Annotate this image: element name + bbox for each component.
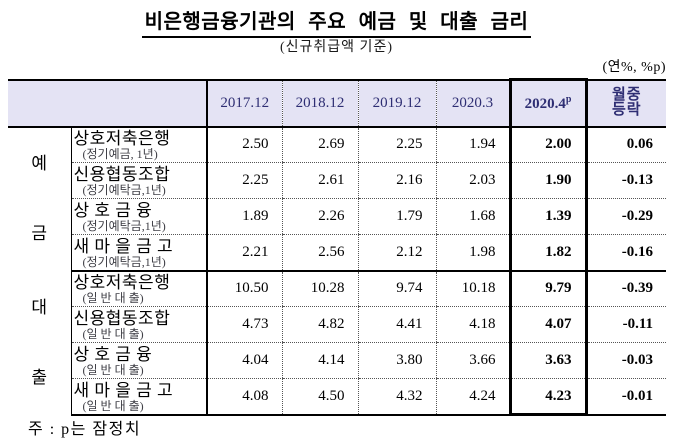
column-header-2017-12: 2017.12 — [206, 78, 282, 128]
column-header-2020-3: 2020.3 — [435, 78, 510, 128]
value-cell: 2.61 — [281, 162, 358, 199]
value-cell: 4.24 — [435, 378, 510, 416]
value-cell-current: 4.23 — [508, 378, 588, 416]
value-cell: 4.41 — [357, 306, 436, 343]
institution-product: (일 반 대 출) — [82, 363, 144, 377]
footnote: 주 : p는 잠정치 — [28, 421, 142, 438]
page-subtitle: (신규취급액 기준) — [280, 40, 393, 55]
value-cell-current: 9.79 — [508, 270, 588, 307]
institution-product: (정기예금, 1년) — [82, 147, 158, 162]
institution-name: 상호저축은행 — [73, 129, 171, 149]
value-cell-change: -0.13 — [586, 162, 666, 199]
header-row: 2017.12 2018.12 2019.12 2020.3 2020.4p 월… — [8, 78, 666, 128]
institution-cell: 상 호 금 융 (정기예탁금,1년) — [71, 198, 207, 235]
value-cell-current: 1.90 — [508, 162, 588, 199]
value-cell-change: -0.11 — [586, 306, 666, 343]
value-cell: 10.28 — [281, 270, 358, 307]
value-cell: 4.18 — [435, 306, 510, 343]
institution-cell: 상 호 금 융 (일 반 대 출) — [71, 342, 207, 379]
value-cell: 1.89 — [206, 198, 282, 235]
institution-name: 새 마 을 금 고 — [73, 236, 174, 256]
column-header-monthly-change: 월중 등락 — [586, 78, 666, 128]
table-row: 상 호 금 융 (일 반 대 출) 4.04 4.14 3.80 3.66 3.… — [8, 342, 666, 379]
value-cell-current: 3.63 — [508, 342, 588, 379]
table-row: 신용협동조합 (정기예탁금,1년) 2.25 2.61 2.16 2.03 1.… — [8, 162, 666, 199]
value-cell: 4.08 — [206, 378, 282, 416]
column-header-2019-12: 2019.12 — [357, 78, 436, 128]
institution-name: 신용협동조합 — [73, 165, 171, 184]
value-cell-change: -0.01 — [586, 378, 666, 416]
value-cell: 2.56 — [281, 234, 358, 272]
value-cell: 1.98 — [435, 234, 510, 272]
value-cell: 2.69 — [281, 126, 358, 163]
institution-cell: 신용협동조합 (일 반 대 출) — [71, 306, 207, 343]
institution-product: (정기예탁금,1년) — [82, 219, 166, 233]
institution-product: (일 반 대 출) — [82, 327, 144, 341]
value-cell-change: -0.39 — [586, 270, 666, 307]
value-cell: 2.03 — [435, 162, 510, 199]
value-cell: 4.50 — [281, 378, 358, 416]
table-row: 신용협동조합 (일 반 대 출) 4.73 4.82 4.41 4.18 4.0… — [8, 306, 666, 343]
value-cell: 1.68 — [435, 198, 510, 235]
value-cell: 9.74 — [357, 270, 436, 307]
value-cell-current: 4.07 — [508, 306, 588, 343]
table-row: 대 출 상호저축은행 (일 반 대 출) 10.50 10.28 9.74 10… — [8, 270, 666, 415]
value-cell: 10.50 — [206, 270, 282, 307]
value-cell: 2.25 — [357, 126, 436, 163]
value-cell: 2.25 — [206, 162, 282, 199]
value-cell: 2.16 — [357, 162, 436, 199]
institution-name: 상호저축은행 — [73, 273, 171, 293]
institution-cell: 상호저축은행 (일 반 대 출) — [71, 270, 207, 307]
title-row: 비은행금융기관의 주요 예금 및 대출 금리 — [0, 9, 673, 38]
value-cell-change: -0.16 — [586, 234, 666, 272]
institution-cell: 신용협동조합 (정기예탁금,1년) — [71, 162, 207, 199]
institution-cell: 새 마 을 금 고 (정기예탁금,1년) — [71, 234, 207, 272]
column-header-2018-12: 2018.12 — [281, 78, 358, 128]
institution-cell: 새 마 을 금 고 (일 반 대 출) — [71, 378, 207, 416]
column-header-2020-4-preliminary: 2020.4p — [508, 78, 588, 128]
value-cell: 3.80 — [357, 342, 436, 379]
table-row: 예 금 상호저축은행 (정기예금, 1년) 2.50 2.69 2.25 1.9… — [8, 126, 666, 271]
institution-name: 신용협동조합 — [73, 309, 171, 328]
table-row: 새 마 을 금 고 (일 반 대 출) 4.08 4.50 4.32 4.24 … — [8, 378, 666, 416]
value-cell-change: -0.03 — [586, 342, 666, 379]
group-label-loan: 대 출 — [8, 270, 72, 415]
value-cell-current: 1.82 — [508, 234, 588, 272]
table-row: 새 마 을 금 고 (정기예탁금,1년) 2.21 2.56 2.12 1.98… — [8, 234, 666, 272]
unit-note: (연%, %p) — [602, 60, 666, 75]
current-period-label: 2020.4 — [524, 95, 566, 112]
value-cell: 2.12 — [357, 234, 436, 272]
institution-cell: 상호저축은행 (정기예금, 1년) — [71, 126, 207, 163]
page-title: 비은행금융기관의 주요 예금 및 대출 금리 — [141, 9, 532, 38]
institution-product: (정기예탁금,1년) — [82, 183, 166, 197]
value-cell: 4.14 — [281, 342, 358, 379]
value-cell: 2.26 — [281, 198, 358, 235]
institution-product: (일 반 대 출) — [82, 398, 144, 413]
value-cell: 1.79 — [357, 198, 436, 235]
group-label-deposit: 예 금 — [8, 126, 72, 271]
value-cell: 2.21 — [206, 234, 282, 272]
table-row: 상 호 금 융 (정기예탁금,1년) 1.89 2.26 1.79 1.68 1… — [8, 198, 666, 235]
value-cell-current: 2.00 — [508, 126, 588, 163]
value-cell-current: 1.39 — [508, 198, 588, 235]
institution-product: (일 반 대 출) — [82, 291, 144, 306]
value-cell-change: -0.29 — [586, 198, 666, 235]
value-cell-change: 0.06 — [586, 126, 666, 163]
value-cell: 2.50 — [206, 126, 282, 163]
rates-table: 2017.12 2018.12 2019.12 2020.3 2020.4p 월… — [8, 78, 666, 416]
value-cell: 4.04 — [206, 342, 282, 379]
value-cell: 4.73 — [206, 306, 282, 343]
institution-name: 상 호 금 융 — [73, 345, 153, 364]
value-cell: 4.32 — [357, 378, 436, 416]
value-cell: 4.82 — [281, 306, 358, 343]
value-cell: 3.66 — [435, 342, 510, 379]
header-corner-cell — [8, 78, 207, 128]
institution-product: (정기예탁금,1년) — [82, 254, 166, 269]
value-cell: 1.94 — [435, 126, 510, 163]
value-cell: 10.18 — [435, 270, 510, 307]
institution-name: 상 호 금 융 — [73, 201, 153, 220]
institution-name: 새 마 을 금 고 — [73, 380, 174, 400]
preliminary-superscript: p — [565, 93, 572, 105]
